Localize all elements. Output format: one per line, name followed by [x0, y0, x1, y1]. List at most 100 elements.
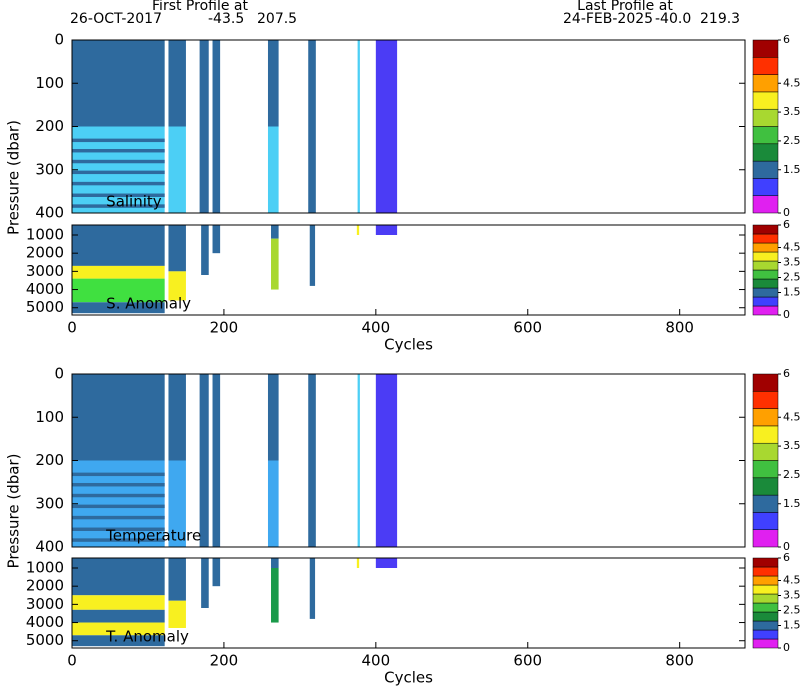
data-block [72, 609, 165, 623]
colorbar-cell [752, 251, 779, 262]
y-tick-label: 2000 [26, 244, 64, 262]
colorbar-cell [752, 373, 779, 392]
data-block [271, 558, 279, 568]
data-block [72, 595, 165, 610]
colorbar-tick-label: 2.5 [783, 468, 800, 481]
panel-label: S. Anomaly [106, 295, 191, 313]
data-block [199, 40, 209, 213]
data-block [308, 374, 316, 547]
colorbar-cell [752, 74, 779, 93]
colorbar-cell [752, 195, 779, 214]
data-block [375, 558, 398, 568]
data-block [168, 558, 186, 601]
colorbar-cell [752, 57, 779, 75]
colorbar-cell [752, 178, 779, 196]
x-axis-label: Cycles [384, 336, 433, 354]
colorbar-cell [752, 494, 779, 513]
colorbar-cell [752, 260, 779, 271]
data-block [72, 622, 165, 636]
first-lat: -43.5 [208, 11, 244, 27]
data-block [212, 40, 221, 213]
colorbar-tick-label: 1.5 [783, 163, 800, 176]
data-block [267, 460, 279, 547]
y-tick-label: 5000 [26, 298, 64, 316]
colorbar-cell [752, 557, 779, 568]
data-block [308, 40, 316, 213]
data-block [72, 170, 165, 175]
y-axis-label: Pressure (dbar) [5, 120, 23, 235]
y-tick-label: 5000 [26, 631, 64, 649]
data-block [168, 40, 186, 127]
data-block [72, 181, 165, 186]
y-tick-label: 300 [35, 494, 64, 512]
y-tick-label: 400 [35, 204, 64, 222]
data-block [72, 302, 165, 314]
colorbar-tick-label: 1.5 [783, 497, 800, 510]
data-block [357, 374, 360, 547]
colorbar-cell [752, 233, 779, 244]
plot-frame [71, 224, 746, 316]
colorbar-tick-label: 1.5 [783, 286, 800, 299]
x-tick-label: 400 [362, 652, 391, 670]
colorbar-cell [752, 620, 779, 631]
data-block [72, 159, 165, 164]
data-block [168, 271, 186, 301]
data-block [271, 568, 279, 623]
last-date: 24-FEB-2025 [563, 11, 653, 27]
data-block [271, 225, 279, 239]
colorbar-cell [752, 224, 779, 235]
data-block [72, 193, 165, 197]
x-axis-label: Cycles [384, 669, 433, 687]
y-tick-label: 0 [54, 31, 64, 49]
data-block [168, 126, 186, 213]
x-tick-label: 800 [665, 319, 694, 337]
data-block [168, 600, 186, 628]
colorbar-tick-label: 3.5 [783, 105, 800, 118]
data-block [72, 225, 165, 266]
colorbar-tick-label: 6 [783, 551, 790, 564]
data-block [267, 374, 279, 461]
data-block [375, 40, 398, 213]
colorbar-cell [752, 575, 779, 586]
colorbar-cell [752, 143, 779, 162]
data-block [212, 374, 221, 547]
colorbar-cell [752, 638, 779, 649]
panel-label: Temperature [105, 527, 201, 545]
colorbar-tick-label: 4.5 [783, 410, 800, 423]
data-block [72, 493, 165, 498]
data-block [201, 225, 209, 275]
colorbar-cell [752, 126, 779, 145]
colorbar-tick-label: 2.5 [783, 271, 800, 284]
y-tick-label: 1000 [26, 559, 64, 577]
data-block [309, 558, 316, 619]
colorbar-cell [752, 593, 779, 604]
first-lon: 207.5 [257, 11, 297, 27]
colorbar-cell [752, 425, 779, 444]
y-tick-label: 2000 [26, 577, 64, 595]
y-tick-label: 400 [35, 538, 64, 556]
colorbar-cell [752, 296, 779, 307]
data-block [168, 225, 186, 272]
colorbar-tick-label: 4.5 [783, 574, 800, 587]
first-date: 26-OCT-2017 [70, 11, 162, 27]
y-tick-label: 100 [35, 408, 64, 426]
colorbar-cell [752, 269, 779, 280]
last-lon: 219.3 [700, 11, 740, 27]
colorbar-cell [752, 287, 779, 298]
colorbar-tick-label: 0 [783, 641, 790, 654]
colorbar-tick-label: 2.5 [783, 134, 800, 147]
colorbar-tick-label: 6 [783, 33, 790, 46]
colorbar-tick-label: 6 [783, 367, 790, 380]
colorbar-cell [752, 391, 779, 409]
colorbar-cell [752, 460, 779, 479]
y-axis-label: Pressure (dbar) [5, 454, 23, 569]
x-tick-label: 600 [513, 319, 542, 337]
x-tick-label: 0 [67, 652, 77, 670]
data-block [168, 460, 186, 547]
colorbar-cell [752, 566, 779, 577]
y-tick-label: 4000 [26, 280, 64, 298]
colorbar-tick-label: 3.5 [783, 589, 800, 602]
data-block [72, 374, 165, 461]
colorbar-cell [752, 602, 779, 613]
